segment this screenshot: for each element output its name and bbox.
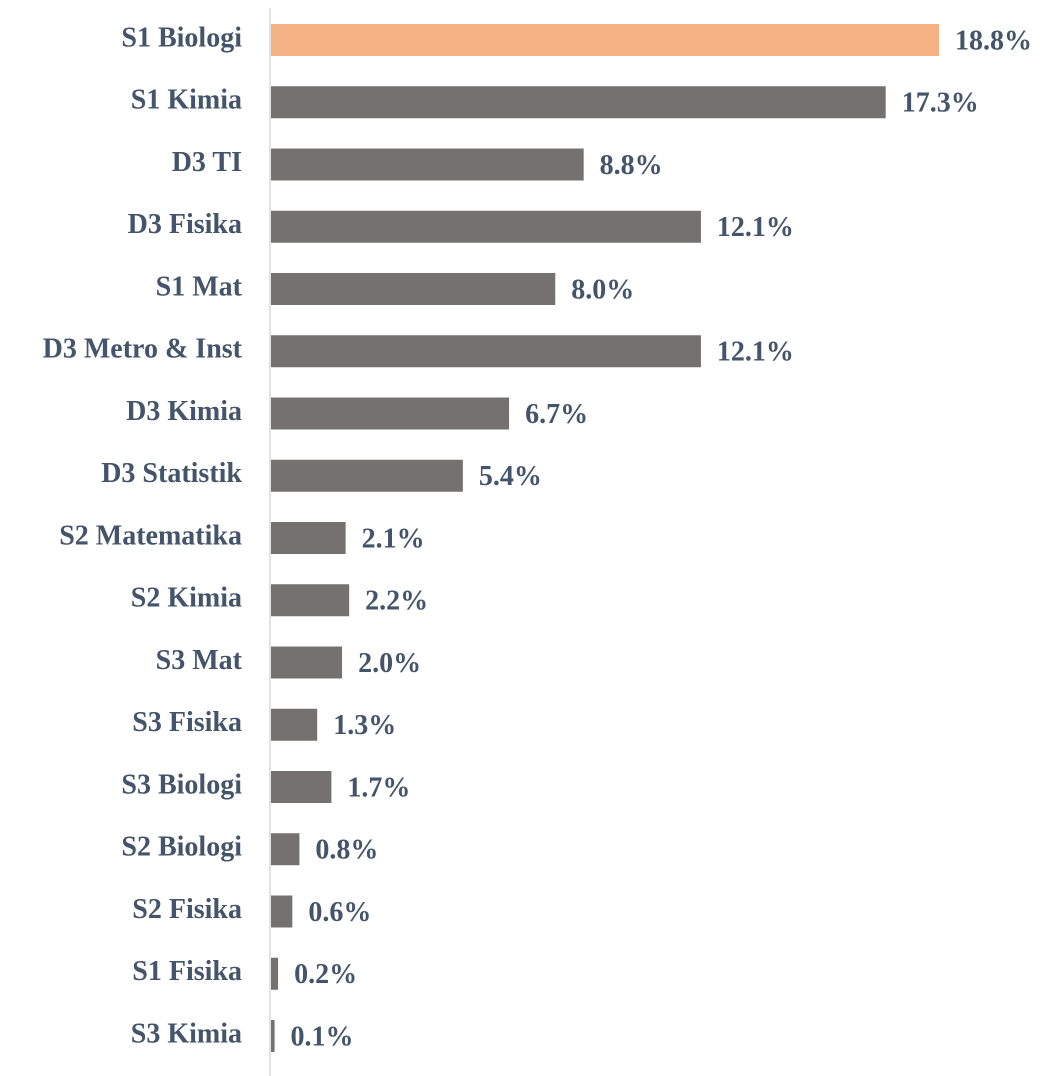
- bar: [271, 522, 346, 554]
- category-label: S1 Biologi: [121, 22, 242, 53]
- category-label: S3 Fisika: [132, 707, 242, 738]
- value-label: 5.4%: [479, 461, 542, 492]
- category-label: S2 Matematika: [59, 520, 242, 551]
- bar: [271, 273, 556, 305]
- value-label: 1.7%: [347, 772, 410, 803]
- category-label: S2 Fisika: [132, 894, 242, 925]
- category-label: S2 Biologi: [121, 832, 242, 863]
- value-label: 8.8%: [600, 150, 663, 181]
- bar: [271, 210, 701, 243]
- category-label: D3 TI: [172, 147, 242, 178]
- bar: [271, 833, 300, 866]
- bar: [271, 895, 293, 928]
- bar: [271, 397, 510, 430]
- category-label: D3 Fisika: [128, 209, 242, 240]
- bar: [271, 24, 939, 56]
- category-label: S3 Biologi: [121, 769, 242, 800]
- value-label: 6.7%: [525, 399, 588, 430]
- value-label: 0.2%: [294, 959, 357, 990]
- category-label: S1 Mat: [156, 271, 243, 302]
- bar: [271, 646, 343, 679]
- category-label: S3 Kimia: [131, 1018, 242, 1049]
- value-label: 2.0%: [358, 648, 421, 679]
- bar: [271, 708, 318, 741]
- value-label: 18.8%: [955, 25, 1032, 56]
- category-label: S3 Mat: [156, 645, 243, 676]
- value-label: 12.1%: [717, 337, 794, 368]
- bar: [271, 86, 886, 119]
- value-label: 8.0%: [571, 274, 634, 305]
- category-label: S2 Kimia: [131, 583, 242, 614]
- value-label: 0.6%: [308, 897, 371, 928]
- category-label: S1 Kimia: [131, 85, 242, 116]
- bar: [271, 1020, 275, 1052]
- value-label: 0.8%: [315, 835, 378, 866]
- bar: [271, 771, 332, 803]
- value-label: 12.1%: [717, 212, 794, 243]
- value-label: 2.2%: [365, 586, 428, 617]
- value-label: 2.1%: [362, 523, 425, 554]
- value-label: 0.1%: [291, 1021, 354, 1052]
- bar: [271, 584, 350, 617]
- bar: [271, 957, 279, 990]
- value-label: 17.3%: [902, 88, 979, 119]
- category-label: S1 Fisika: [132, 956, 242, 987]
- bar: [271, 459, 463, 492]
- category-label: D3 Statistik: [101, 458, 242, 489]
- value-label: 1.3%: [333, 710, 396, 741]
- category-label: D3 Kimia: [126, 396, 242, 427]
- bar: [271, 148, 584, 181]
- bar: [271, 335, 701, 368]
- category-label: D3 Metro & Inst: [43, 334, 243, 365]
